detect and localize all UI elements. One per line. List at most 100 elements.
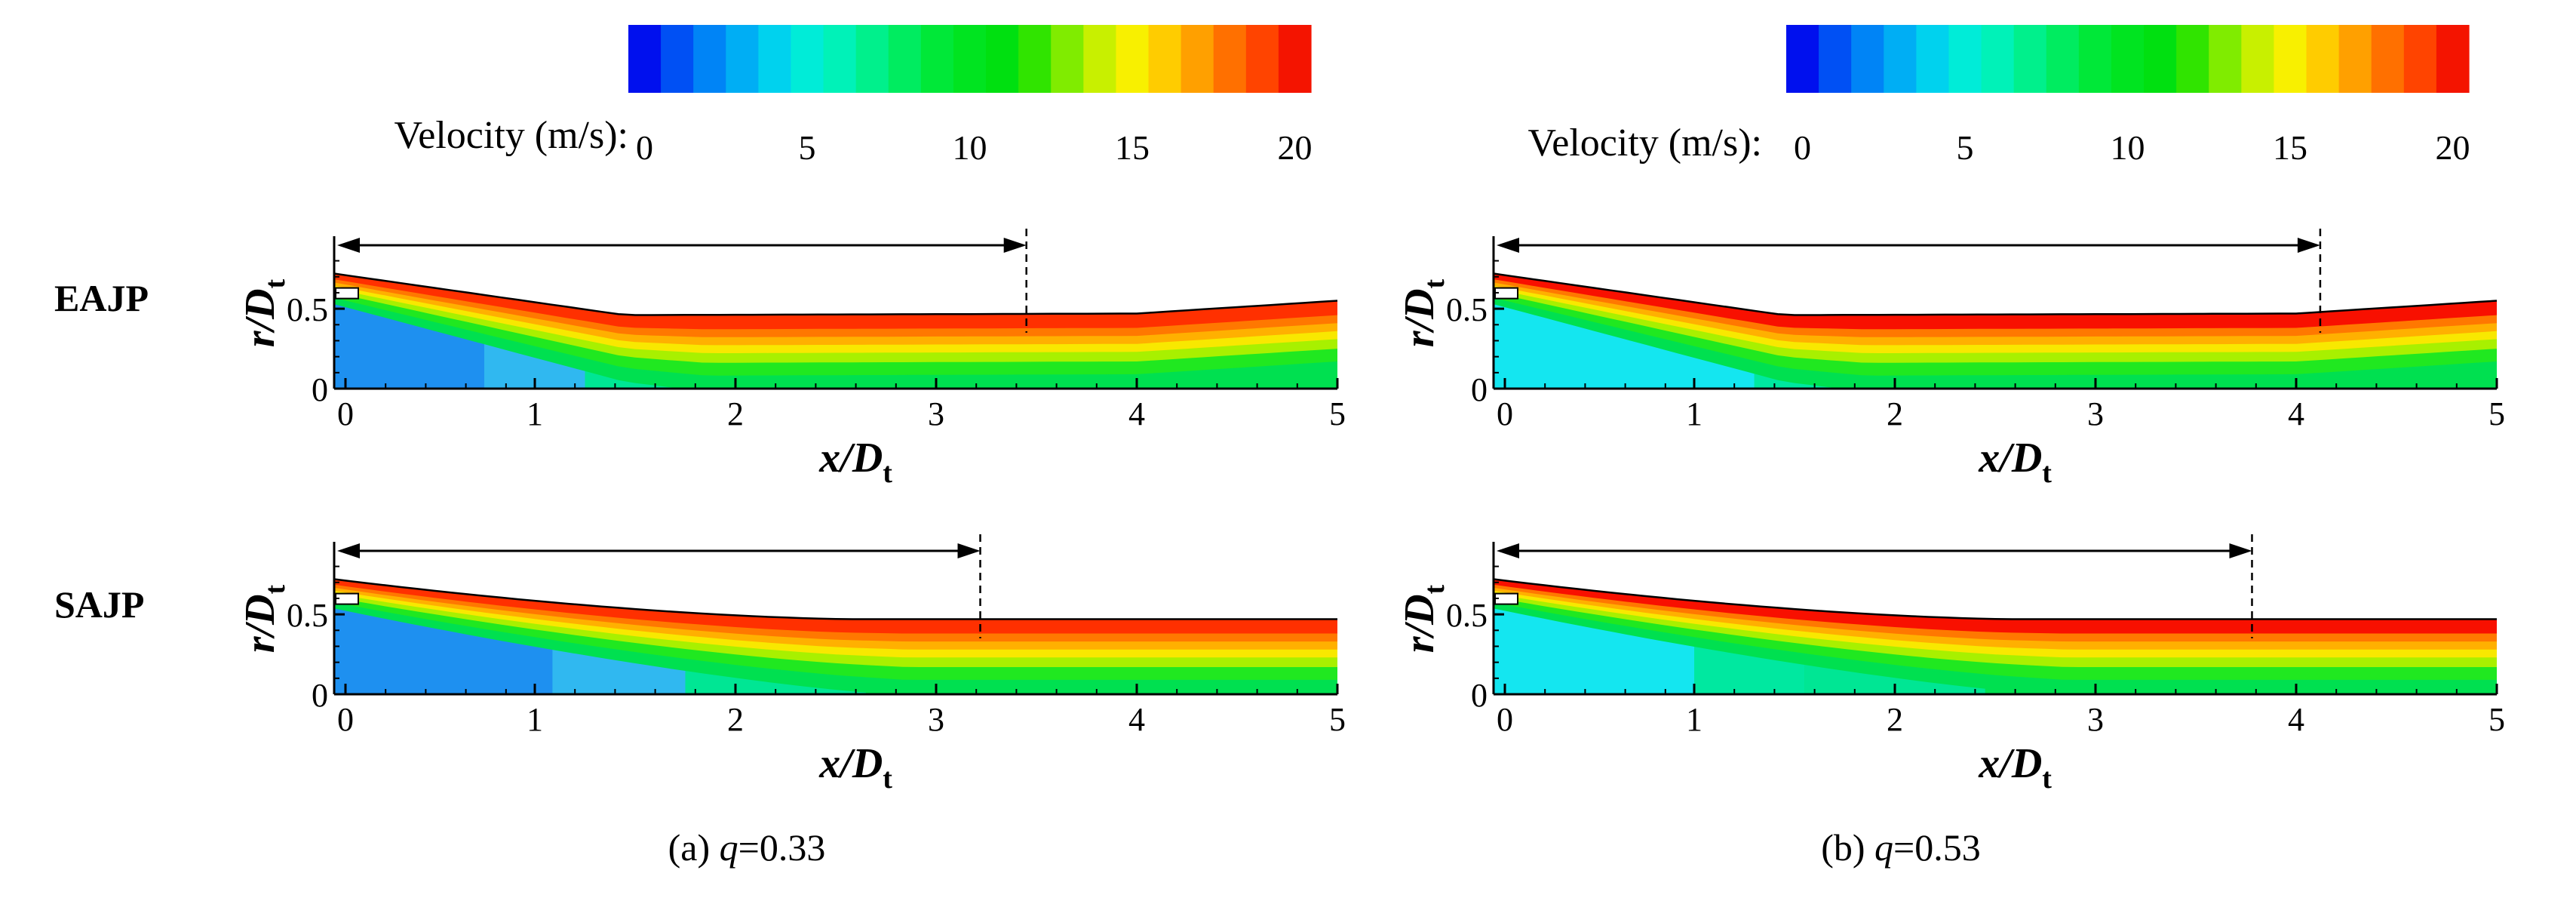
colorbar-cell xyxy=(1851,25,1884,93)
colorbar-ticks: 0 5 10 15 20 xyxy=(636,128,1313,167)
y-axis-label: r/Dt xyxy=(1396,584,1451,653)
caption-a: (a) q=0.33 xyxy=(668,826,826,869)
colorbar-cell xyxy=(888,25,922,93)
colorbar-tick-label: 20 xyxy=(2436,128,2470,167)
colorbar-cell xyxy=(2046,25,2080,93)
colorbar-cell xyxy=(2209,25,2242,93)
colorbar-tick-label: 0 xyxy=(1794,128,1811,167)
colorbar-cell xyxy=(1148,25,1182,93)
x-tick-label: 0 xyxy=(1497,701,1513,738)
wall-boundary xyxy=(1493,272,2498,316)
x-tick-label: 0 xyxy=(337,701,354,738)
colorbar-cell xyxy=(2013,25,2047,93)
colorbar-cell xyxy=(1948,25,1982,93)
wall-boundary xyxy=(333,578,1337,620)
contour-panel: 0 1 2 3 4 5 0 0.5 x/Dt r/Dt xyxy=(237,534,1346,795)
colorbar-cell xyxy=(661,25,694,93)
velocity-field xyxy=(334,273,1337,389)
shear-layer-band xyxy=(334,273,1337,330)
x-axis-label: x/Dt xyxy=(1978,740,2052,795)
colorbar-cell xyxy=(758,25,792,93)
x-tick-label: 2 xyxy=(727,701,744,738)
velocity-field xyxy=(334,579,1337,694)
arrowhead-left xyxy=(1497,238,1519,253)
x-tick-label: 1 xyxy=(527,701,543,738)
colorbar-tick-label: 0 xyxy=(636,128,653,167)
x-axis-label: x/Dt xyxy=(818,435,892,489)
x-tick-label: 5 xyxy=(2488,701,2505,738)
colorbar-tick-label: 5 xyxy=(799,128,816,167)
y-tick-label: 0.5 xyxy=(1446,291,1488,328)
y-tick-label: 0.5 xyxy=(1446,597,1488,634)
x-tick-label: 3 xyxy=(2087,395,2104,432)
colorbar-tick-label: 10 xyxy=(2111,128,2145,167)
y-tick-label: 0 xyxy=(312,677,328,714)
wall-boundary xyxy=(1493,578,2497,620)
x-axis-label: x/Dt xyxy=(818,740,892,795)
colorbar-cell xyxy=(1884,25,1917,93)
x-tick-label: 2 xyxy=(1887,395,1903,432)
colorbar-cell xyxy=(1083,25,1117,93)
contour-panels: 0 1 2 3 4 5 0 0.5 x/Dt r/Dt 0 1 2 3 4 5 0 0.5 x/Dt r/Dt 0 1 2 3… xyxy=(237,229,2505,795)
x-tick-label: 2 xyxy=(1887,701,1903,738)
colorbar-cell xyxy=(1213,25,1247,93)
x-tick-label: 5 xyxy=(1329,395,1346,432)
velocity-field xyxy=(1494,273,2497,389)
colorbar-cell xyxy=(2436,25,2470,93)
x-tick-label: 3 xyxy=(928,395,944,432)
x-tick-label: 1 xyxy=(1686,701,1702,738)
colorbar-a: Velocity (m/s): 0 5 10 15 20 xyxy=(394,25,1313,167)
x-tick-label: 4 xyxy=(2288,701,2304,738)
wall-boundary xyxy=(333,272,1338,316)
colorbar-legend-label: Velocity (m/s): xyxy=(394,114,628,157)
colorbar-cell xyxy=(920,25,954,93)
arrowhead-left xyxy=(337,238,360,253)
colorbar-cell xyxy=(953,25,987,93)
colorbar-cell xyxy=(2176,25,2209,93)
colorbar-cell xyxy=(791,25,824,93)
colorbar-cells xyxy=(1786,25,2470,93)
colorbar-cell xyxy=(2338,25,2372,93)
colorbar-cell xyxy=(2371,25,2405,93)
colorbar-cell xyxy=(2306,25,2340,93)
colorbar-b: Velocity (m/s): 0 5 10 15 20 xyxy=(1527,25,2470,167)
y-tick-label: 0 xyxy=(1471,371,1488,408)
arrowhead-right xyxy=(2229,543,2252,558)
x-tick-label: 4 xyxy=(1128,701,1145,738)
y-tick-label: 0 xyxy=(312,371,328,408)
arrowhead-left xyxy=(1497,543,1519,558)
colorbar-cell xyxy=(1116,25,1150,93)
colorbar-cell xyxy=(1018,25,1052,93)
contour-panel: 0 1 2 3 4 5 0 0.5 x/Dt r/Dt xyxy=(1396,229,2505,489)
shear-layer-band xyxy=(1494,273,2497,330)
x-tick-label: 0 xyxy=(337,395,354,432)
colorbar-cell xyxy=(2403,25,2437,93)
x-tick-label: 2 xyxy=(727,395,744,432)
colorbar-ticks: 0 5 10 15 20 xyxy=(1794,128,2470,167)
colorbar-cell xyxy=(1916,25,1950,93)
colorbar-cell xyxy=(2144,25,2177,93)
arrowhead-left xyxy=(337,543,360,558)
row-label-sajp: SAJP xyxy=(54,583,144,626)
y-tick-label: 0.5 xyxy=(287,597,328,634)
colorbar-tick-label: 10 xyxy=(953,128,987,167)
colorbar-cell xyxy=(2241,25,2275,93)
colorbar-cell xyxy=(726,25,759,93)
colorbar-cell xyxy=(823,25,857,93)
colorbar-tick-label: 15 xyxy=(2273,128,2307,167)
x-tick-label: 4 xyxy=(2288,395,2304,432)
y-axis-label: r/Dt xyxy=(237,278,291,347)
contour-panel: 0 1 2 3 4 5 0 0.5 x/Dt r/Dt xyxy=(237,229,1346,489)
colorbar-tick-label: 15 xyxy=(1115,128,1150,167)
x-axis-label: x/Dt xyxy=(1978,435,2052,489)
colorbar-cell xyxy=(1245,25,1279,93)
x-tick-label: 3 xyxy=(928,701,944,738)
y-axis-label: r/Dt xyxy=(237,584,291,653)
colorbar-cell xyxy=(1278,25,1312,93)
x-tick-label: 1 xyxy=(527,395,543,432)
y-axis-label: r/Dt xyxy=(1396,278,1451,347)
colorbar-cell xyxy=(693,25,726,93)
colorbar-cell xyxy=(986,25,1019,93)
colorbar-cell xyxy=(2078,25,2112,93)
